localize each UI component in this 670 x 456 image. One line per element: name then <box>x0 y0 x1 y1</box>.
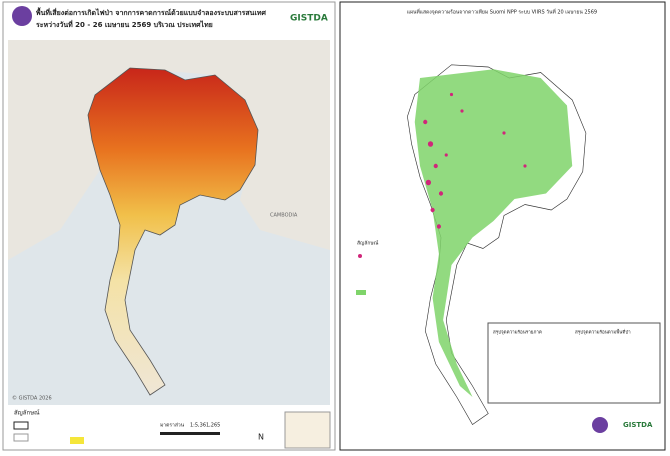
north-arrow: N <box>258 433 264 442</box>
copyright: © GISTDA 2026 <box>12 395 52 402</box>
summary-box <box>487 322 661 404</box>
scale-label: มาตราส่วน <box>160 423 185 429</box>
legend-swatch <box>358 254 362 258</box>
logo-text: GISTDA <box>623 421 653 429</box>
inset-map <box>284 411 331 449</box>
legend-swatch <box>70 437 84 444</box>
logo-emblem <box>592 417 608 433</box>
summary-title: สรุปจุดความร้อนรายภาค <box>493 330 542 336</box>
left-map-panel: พื้นที่เสี่ยงต่อการเกิดไฟป่า จากการคาดกา… <box>2 1 336 451</box>
scale-bar <box>160 432 220 435</box>
title-line: ระหว่างวันที่ 20 - 26 เมษายน 2569 บริเวณ… <box>36 19 213 29</box>
logo-text: GISTDA <box>290 14 328 24</box>
neighbour-land <box>8 40 330 260</box>
right-map-panel: แผนที่แสดงจุดความร้อนจากดาวเทียม Suomi N… <box>339 1 666 451</box>
summary-title: สรุปจุดความร้อนตามพื้นที่ป่า <box>575 329 631 336</box>
legend-swatch <box>356 290 366 295</box>
title-line: พื้นที่เสี่ยงต่อการเกิดไฟป่า จากการคาดกา… <box>36 6 266 17</box>
hotspots <box>423 92 527 229</box>
forest-area <box>414 69 573 397</box>
legend-swatch <box>13 421 29 430</box>
scale-value: 1:5,361,265 <box>190 423 220 429</box>
logo-emblem <box>12 6 32 26</box>
country-label: CAMBODIA <box>270 213 298 219</box>
legend-swatch <box>13 433 29 442</box>
title: แผนที่แสดงจุดความร้อนจากดาวเทียม Suomi N… <box>407 9 597 16</box>
legend-title: สัญลักษณ์ <box>14 409 40 417</box>
legend-title: สัญลักษณ์ <box>357 240 379 247</box>
